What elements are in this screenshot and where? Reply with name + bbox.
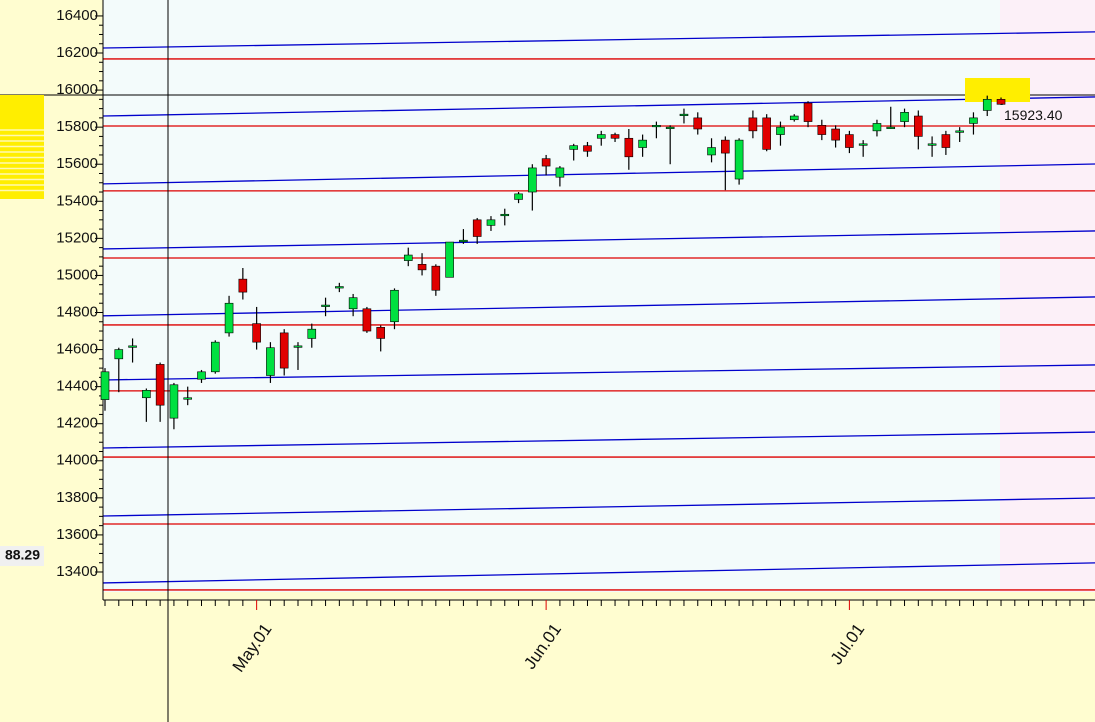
candle-body — [541, 158, 551, 167]
candle-body — [845, 134, 854, 148]
candle-body — [224, 302, 234, 334]
candle-body — [472, 219, 482, 237]
y-tick-label: 14600 — [56, 341, 98, 358]
candle-body — [900, 112, 909, 122]
candle-body — [721, 139, 730, 154]
candle-body — [817, 124, 827, 135]
candle-body — [982, 99, 992, 111]
candle-body — [831, 128, 840, 141]
y-tick-label: 15600 — [56, 155, 98, 172]
channel-line — [102, 163, 1095, 185]
candle-body — [872, 123, 882, 132]
cursor-box — [0, 546, 44, 566]
candle-body — [679, 113, 689, 116]
candle-body — [693, 117, 703, 130]
y-tick-label: 13600 — [56, 526, 98, 543]
candle-body — [941, 134, 951, 148]
candle-body — [858, 143, 868, 146]
candle-body — [638, 139, 647, 148]
candle-body — [307, 328, 317, 339]
candle-body — [431, 265, 441, 291]
candle-body — [776, 126, 785, 135]
candle-body — [762, 117, 771, 150]
candle-body — [624, 137, 634, 158]
channel-line — [102, 296, 1095, 317]
candle-body — [403, 254, 413, 261]
y-tick-label: 14000 — [56, 452, 98, 469]
last-price-label: 15923.40 — [1004, 107, 1063, 123]
candle-body — [321, 304, 330, 307]
candle-body — [789, 115, 799, 121]
candle-body — [266, 347, 275, 376]
channel-line — [102, 96, 1095, 117]
y-tick-label: 15800 — [56, 118, 98, 135]
y-tick-label: 14200 — [56, 415, 98, 432]
candle-body — [610, 134, 620, 139]
candle-body — [169, 384, 179, 419]
candle-body — [734, 139, 744, 180]
candle-body — [583, 145, 592, 152]
candle-body — [348, 297, 358, 310]
candle-body — [417, 264, 427, 271]
y-tick-label: 14800 — [56, 303, 98, 320]
candle-body — [996, 99, 1006, 105]
candle-body — [362, 308, 372, 332]
candle-body — [886, 126, 896, 129]
channel-line — [102, 562, 1095, 584]
candle-body — [555, 167, 565, 178]
highlight — [965, 78, 1030, 102]
candle-body — [390, 289, 399, 323]
candle-body — [955, 130, 964, 133]
channel-line — [102, 364, 1095, 381]
candle-body — [652, 124, 661, 128]
y-tick-label: 16000 — [56, 81, 98, 98]
y-tick-label: 16400 — [56, 7, 98, 24]
y-tick-label: 15200 — [56, 229, 98, 246]
cursor-label: 88.29 — [5, 547, 40, 563]
candle-body — [114, 349, 124, 360]
candle-body — [569, 145, 578, 150]
candle-body — [927, 143, 937, 146]
channel-line — [102, 31, 1095, 49]
candle-body — [100, 371, 110, 400]
candle-body — [803, 102, 813, 122]
candle-body — [238, 278, 248, 293]
candle-body — [128, 345, 137, 348]
candle-body — [155, 364, 165, 406]
channel-line — [102, 431, 1095, 449]
candle-body — [197, 371, 206, 380]
candle-body — [748, 117, 758, 132]
candle-body — [665, 126, 675, 129]
candle-body — [486, 219, 496, 226]
y-tick-label: 14400 — [56, 378, 98, 395]
candle-body — [252, 323, 261, 343]
candle-body — [376, 327, 386, 339]
candle-body — [279, 332, 289, 369]
channel-line — [102, 497, 1095, 517]
candle-body — [914, 115, 923, 137]
candle-body — [183, 397, 193, 400]
channel-line — [102, 230, 1095, 250]
candle-body — [500, 213, 510, 217]
candle-body — [514, 193, 523, 200]
plot-area — [103, 0, 1000, 592]
candle-body — [335, 286, 344, 289]
candle-body — [142, 390, 151, 399]
candle-body — [707, 147, 716, 156]
candle-body — [210, 341, 220, 373]
candle-body — [969, 117, 978, 124]
candle-body — [596, 134, 606, 139]
candle-body — [528, 167, 537, 193]
y-tick-label: 13400 — [56, 563, 98, 580]
y-tick-label: 15400 — [56, 192, 98, 209]
candle-body — [459, 239, 468, 243]
y-tick-label: 15000 — [56, 266, 98, 283]
y-tick-label: 13800 — [56, 489, 98, 506]
candle-body — [445, 241, 454, 278]
candle-body — [293, 345, 303, 348]
y-tick-label: 16200 — [56, 44, 98, 61]
